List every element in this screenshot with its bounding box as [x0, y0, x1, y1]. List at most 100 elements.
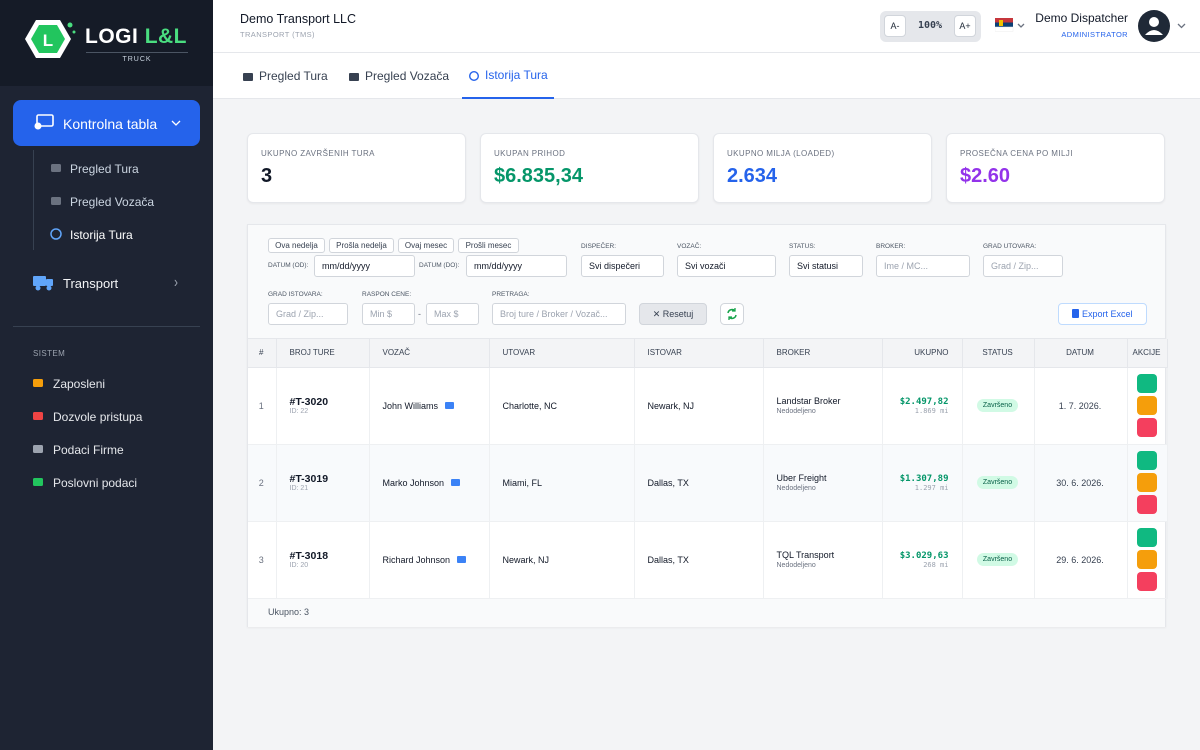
quick-filter[interactable]: Prošla nedelja — [329, 238, 394, 253]
driver-select[interactable]: Svi vozači — [677, 255, 776, 277]
search-input[interactable]: Broj ture / Broker / Vozač... — [492, 303, 626, 325]
dispatcher-select[interactable]: Svi dispečeri — [581, 255, 664, 277]
system-icon-shape — [33, 445, 43, 453]
column-header[interactable]: UTOVAR — [489, 339, 635, 368]
price-min[interactable]: Min $ — [362, 303, 415, 325]
zoom-control: A- 100% A+ — [880, 11, 981, 42]
envelope — [451, 478, 461, 486]
driver-message-icon[interactable] — [449, 478, 462, 487]
section-label: SISTEM — [33, 349, 66, 358]
cancel-button[interactable] — [1136, 418, 1157, 437]
pickup-input[interactable]: Grad / Zip... — [983, 255, 1063, 277]
reset-button[interactable]: ✕ Resetuj — [639, 303, 707, 325]
tour-number[interactable]: #T-3019 — [289, 473, 329, 485]
broker-label: BROKER: — [876, 243, 906, 250]
broker-name: Uber Freight — [776, 473, 827, 483]
font-increase[interactable]: A+ — [954, 15, 976, 37]
broker-dispatcher: Nedodeljeno — [776, 562, 816, 569]
submenu-icon-shape — [51, 197, 61, 205]
dropoff-city: Dallas, TX — [634, 521, 764, 599]
column-header[interactable]: VOZAČ — [369, 339, 490, 368]
column-header[interactable]: BROKER — [763, 339, 883, 368]
date-to-input[interactable]: mm/dd/yyyy — [466, 255, 567, 277]
price-max[interactable]: Max $ — [426, 303, 479, 325]
system-icon — [33, 379, 43, 387]
stat-value: $6.835,34 — [494, 165, 583, 187]
column-header[interactable]: BROJ TURE — [276, 339, 370, 368]
driver-name: John Williams — [382, 400, 439, 411]
view-button[interactable] — [1136, 528, 1157, 547]
status-badge: Završeno — [976, 553, 1019, 566]
cancel-button[interactable] — [1136, 495, 1157, 514]
system-icon — [33, 445, 43, 453]
edit-button[interactable] — [1136, 550, 1157, 569]
driver-value: Svi vozači — [685, 261, 726, 271]
cancel-button[interactable] — [1136, 572, 1157, 591]
broker-name: TQL Transport — [776, 550, 835, 560]
table-row: 1 #T-3020 ID: 22 John Williams Charlotte, NC… — [248, 367, 1168, 445]
actions-cell — [1127, 444, 1168, 522]
quick-filter[interactable]: Ovaj mesec — [398, 238, 454, 253]
user-name: Demo Dispatcher — [1035, 11, 1128, 25]
broker-cell: Uber Freight Nedodeljeno — [763, 444, 883, 522]
quick-filter[interactable]: Ova nedelja — [268, 238, 325, 253]
status-cell: Završeno — [962, 367, 1035, 445]
language-select[interactable] — [995, 17, 1029, 35]
tab-bar: Pregled Tura Pregled Vozača Istorija Tura — [213, 53, 1200, 99]
user-role: ADMINISTRATOR — [1061, 30, 1128, 39]
date-cell: 29. 6. 2026. — [1034, 521, 1128, 599]
broker-dispatcher: Nedodeljeno — [776, 485, 816, 492]
font-decrease[interactable]: A- — [884, 15, 906, 37]
stat-card: UKUPNO ZAVRŠENIH TURA 3 — [247, 133, 466, 203]
submenu-icon — [51, 164, 61, 172]
column-header[interactable]: STATUS — [962, 339, 1035, 368]
refresh-button[interactable] — [720, 303, 744, 325]
tab[interactable]: Pregled Tura — [240, 53, 330, 99]
tours-table: # BROJ TURE VOZAČ UTOVAR ISTOVAR BROKER UKUPNO… — [248, 339, 1168, 599]
column-header[interactable]: DATUM — [1034, 339, 1128, 368]
system-item[interactable]: Zaposleni — [53, 377, 106, 391]
menu-item-active[interactable]: Kontrolna tabla — [13, 100, 200, 146]
driver-message-icon[interactable] — [443, 401, 456, 410]
total-amount: $2.497,82 — [899, 396, 949, 407]
view-button[interactable] — [1136, 451, 1157, 470]
submenu-item[interactable]: Pregled Vozača — [70, 195, 155, 209]
menu-icon — [34, 114, 54, 130]
dropoff-city: Newark, NJ — [634, 367, 764, 445]
submenu-item[interactable]: Pregled Tura — [70, 162, 139, 176]
menu-item[interactable]: Transport — [63, 276, 119, 291]
edit-button[interactable] — [1136, 473, 1157, 492]
driver-message-icon[interactable] — [455, 555, 468, 564]
brand-main: LOGI — [85, 25, 139, 48]
stat-value: $2.60 — [960, 165, 1011, 187]
user-menu[interactable] — [1137, 9, 1187, 43]
dropoff-input[interactable]: Grad / Zip... — [268, 303, 348, 325]
system-item[interactable]: Poslovni podaci — [53, 476, 138, 490]
edit-button[interactable] — [1136, 396, 1157, 415]
view-button[interactable] — [1136, 374, 1157, 393]
quick-filter[interactable]: Prošli mesec — [458, 238, 519, 253]
export-button[interactable]: Export Excel — [1058, 303, 1147, 325]
search-label: PRETRAGA: — [492, 291, 530, 298]
tab-icon — [469, 70, 479, 81]
total-amount: $1.307,89 — [899, 473, 949, 484]
menu-chevron: › — [174, 272, 178, 292]
column-header[interactable]: UKUPNO — [882, 339, 963, 368]
submenu-item[interactable]: Istorija Tura — [70, 228, 133, 242]
tour-number[interactable]: #T-3020 — [289, 396, 329, 408]
column-header[interactable]: ISTOVAR — [634, 339, 764, 368]
tab[interactable]: Istorija Tura — [462, 53, 554, 99]
status-select[interactable]: Svi statusi — [789, 255, 863, 277]
date-from-input[interactable]: mm/dd/yyyy — [314, 255, 415, 277]
broker-input[interactable]: Ime / MC... — [876, 255, 970, 277]
truck-wheel — [35, 285, 41, 291]
dropoff-placeholder: Grad / Zip... — [276, 309, 324, 319]
system-item[interactable]: Podaci Firme — [53, 443, 124, 457]
driver-cell: John Williams — [369, 367, 490, 445]
system-item[interactable]: Dozvole pristupa — [53, 410, 143, 424]
broker-dispatcher: Nedodeljeno — [776, 408, 816, 415]
tour-number[interactable]: #T-3018 — [289, 550, 329, 562]
tab[interactable]: Pregled Vozača — [346, 53, 451, 99]
envelope — [457, 555, 467, 563]
